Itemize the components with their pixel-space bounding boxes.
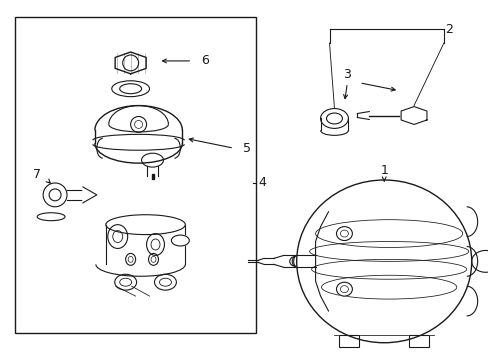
Circle shape: [43, 183, 67, 207]
Polygon shape: [400, 107, 426, 125]
Polygon shape: [115, 52, 146, 74]
Bar: [339, 335, 359, 347]
Ellipse shape: [146, 234, 164, 255]
Ellipse shape: [120, 84, 142, 94]
Ellipse shape: [142, 153, 163, 167]
Text: 4: 4: [258, 176, 265, 189]
Bar: [408, 335, 428, 347]
Bar: [408, 335, 428, 347]
Polygon shape: [83, 187, 97, 203]
Ellipse shape: [115, 274, 136, 290]
Ellipse shape: [112, 81, 149, 96]
Ellipse shape: [171, 235, 189, 246]
Ellipse shape: [37, 213, 65, 221]
Ellipse shape: [154, 274, 176, 290]
Text: 7: 7: [33, 167, 41, 181]
Text: 2: 2: [444, 23, 452, 36]
Ellipse shape: [471, 251, 488, 272]
Bar: [15, 17, 255, 333]
Ellipse shape: [125, 253, 135, 265]
Text: 6: 6: [201, 54, 209, 67]
Ellipse shape: [148, 253, 158, 265]
Ellipse shape: [336, 282, 352, 296]
Ellipse shape: [320, 109, 347, 129]
Text: 3: 3: [343, 68, 351, 81]
Ellipse shape: [296, 180, 471, 343]
Text: 1: 1: [380, 163, 387, 176]
Ellipse shape: [107, 225, 127, 248]
Ellipse shape: [326, 113, 342, 124]
Text: 5: 5: [243, 142, 250, 155]
Bar: [151, 174, 153, 179]
Bar: [339, 335, 359, 347]
Ellipse shape: [336, 227, 352, 240]
